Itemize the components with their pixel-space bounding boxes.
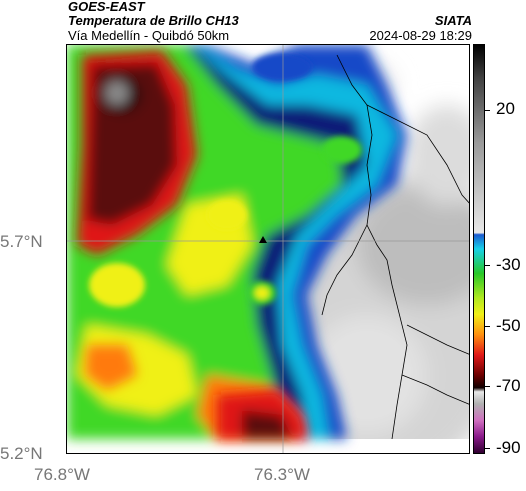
brightness-temperature-map bbox=[67, 45, 469, 453]
y-tick-label: 5.2°N bbox=[0, 444, 43, 463]
colorbar-tick bbox=[485, 265, 490, 266]
x-tick-label: 76.3°W bbox=[254, 465, 310, 484]
colorbar-tick bbox=[485, 110, 490, 111]
colorbar bbox=[473, 44, 485, 454]
datetime-label: 2024-08-29 18:29 bbox=[369, 28, 472, 43]
colorbar-tick bbox=[485, 386, 490, 387]
y-tick-label: 5.7°N bbox=[0, 232, 43, 251]
product-title: Temperatura de Brillo CH13 bbox=[68, 13, 239, 28]
map-frame[interactable] bbox=[66, 44, 470, 454]
colorbar-label: -30 bbox=[496, 255, 521, 274]
colorbar-tick bbox=[485, 448, 490, 449]
colorbar-tick bbox=[485, 326, 490, 327]
colorbar-label: -50 bbox=[496, 316, 521, 335]
border-line bbox=[366, 104, 469, 204]
organization-label: SIATA bbox=[434, 13, 472, 28]
colorbar-label: 20 bbox=[496, 99, 515, 118]
satellite-title: GOES-EAST bbox=[68, 0, 145, 14]
route-subtitle: Vía Medellín - Quibdó 50km bbox=[68, 28, 230, 43]
colorbar-label: -70 bbox=[496, 376, 521, 395]
border-line bbox=[401, 374, 469, 405]
colorbar-label: -90 bbox=[496, 438, 521, 457]
x-tick-label: 76.8°W bbox=[34, 465, 90, 484]
border-line bbox=[336, 54, 408, 440]
location-marker bbox=[259, 236, 267, 243]
border-line bbox=[321, 224, 368, 316]
border-line bbox=[406, 324, 469, 355]
